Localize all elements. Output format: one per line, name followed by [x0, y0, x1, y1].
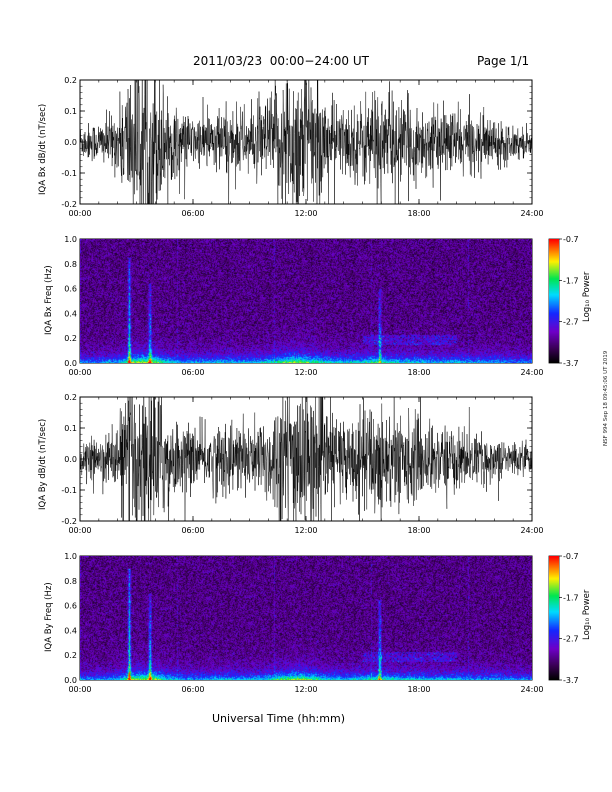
- x-tick-label: 24:00: [520, 685, 543, 694]
- y-tick-label: -0.2: [61, 517, 77, 526]
- panel-1: [79, 79, 533, 205]
- x-tick-label: 06:00: [181, 685, 204, 694]
- x-tick-label: 18:00: [407, 368, 430, 377]
- x-tick-label: 18:00: [407, 685, 430, 694]
- y-tick-label: 0.1: [64, 107, 77, 116]
- x-tick-label: 12:00: [294, 526, 317, 535]
- x-tick-label: 00:00: [68, 685, 91, 694]
- x-tick-label: 00:00: [68, 526, 91, 535]
- y-tick-label: 0.6: [64, 285, 77, 294]
- x-tick-label: 24:00: [520, 526, 543, 535]
- panel3-ylabel: IQA By dB/dt (nT/sec): [38, 418, 48, 510]
- x-tick-label: 12:00: [294, 685, 317, 694]
- y-tick-label: 0.4: [64, 626, 77, 635]
- colorbar-tick-label: -2.7: [563, 635, 579, 644]
- colorbar-tick-label: -3.7: [563, 359, 579, 368]
- y-tick-label: 0.2: [64, 393, 77, 402]
- y-tick-label: -0.2: [61, 200, 77, 209]
- y-tick-label: 0.0: [64, 676, 77, 685]
- y-tick-label: 0.0: [64, 138, 77, 147]
- x-tick-label: 12:00: [294, 368, 317, 377]
- y-tick-label: 0.2: [64, 651, 77, 660]
- x-tick-label: 24:00: [520, 209, 543, 218]
- trace-line: [80, 80, 532, 204]
- x-tick-label: 12:00: [294, 209, 317, 218]
- colorbar-1: [549, 239, 559, 363]
- y-tick-label: 1.0: [64, 235, 77, 244]
- y-tick-label: 0.0: [64, 359, 77, 368]
- page-title: 2011/03/23 00:00−24:00 UT: [193, 54, 369, 68]
- y-tick-label: 0.2: [64, 76, 77, 85]
- x-tick-label: 06:00: [181, 526, 204, 535]
- by-spectrogram: [80, 556, 532, 680]
- colorbar2-label: Log₁₀ Power: [582, 589, 592, 640]
- bx-spectrogram: [80, 239, 532, 363]
- panel-3: [79, 396, 533, 522]
- y-tick-label: -0.1: [61, 486, 77, 495]
- y-tick-label: 0.0: [64, 455, 77, 464]
- colorbar-tick-label: -0.7: [563, 552, 579, 561]
- colorbar-tick-label: -1.7: [563, 593, 579, 602]
- trace-line: [80, 397, 532, 521]
- y-tick-label: -0.1: [61, 169, 77, 178]
- x-tick-label: 00:00: [68, 209, 91, 218]
- x-tick-label: 18:00: [407, 526, 430, 535]
- colorbar-tick-label: -2.7: [563, 318, 579, 327]
- y-tick-label: 1.0: [64, 552, 77, 561]
- x-tick-label: 00:00: [68, 368, 91, 377]
- colorbar-tick-label: -0.7: [563, 235, 579, 244]
- colorbar1-label: Log₁₀ Power: [582, 271, 592, 322]
- panel2-ylabel: IQA Bx Freq (Hz): [44, 265, 54, 335]
- colorbar-2: [549, 556, 559, 680]
- colorbar-tick-label: -3.7: [563, 676, 579, 685]
- page-number: Page 1/1: [477, 54, 530, 68]
- x-tick-label: 18:00: [407, 209, 430, 218]
- y-tick-label: 0.8: [64, 577, 77, 586]
- x-axis-label: Universal Time (hh:mm): [212, 712, 345, 725]
- y-tick-label: 0.2: [64, 334, 77, 343]
- panel4-ylabel: IQA By Freq (Hz): [44, 582, 54, 652]
- x-tick-label: 06:00: [181, 368, 204, 377]
- y-tick-label: 0.6: [64, 602, 77, 611]
- y-tick-label: 0.4: [64, 309, 77, 318]
- colorbar-tick-label: -1.7: [563, 276, 579, 285]
- x-tick-label: 06:00: [181, 209, 204, 218]
- credit-text: NSF 994 Sep 18 09:45:06 UT 2019: [603, 350, 609, 446]
- y-tick-label: 0.8: [64, 260, 77, 269]
- x-tick-label: 24:00: [520, 368, 543, 377]
- y-tick-label: 0.1: [64, 424, 77, 433]
